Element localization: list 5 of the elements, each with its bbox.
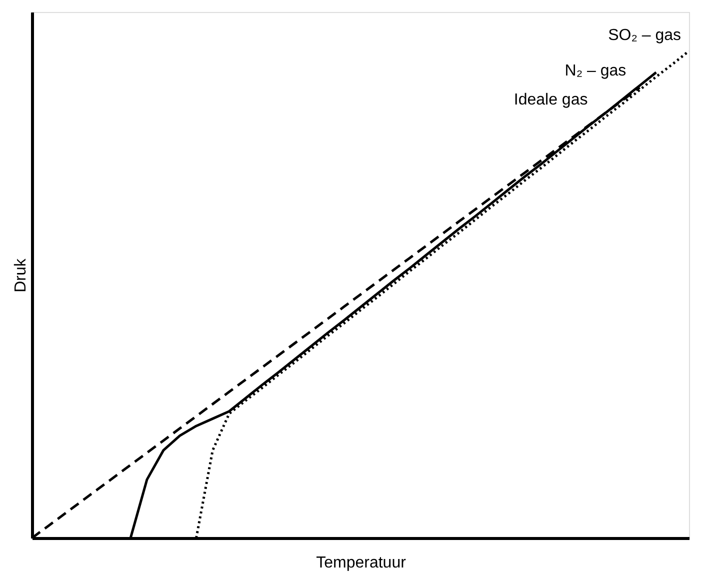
series-label: SO₂ – gas — [608, 26, 681, 44]
series-label: Ideale gas — [514, 91, 588, 108]
series-label: N₂ – gas — [564, 62, 626, 80]
x-axis-title: Temperatuur — [316, 554, 407, 572]
y-axis-title: Druk — [12, 258, 30, 292]
